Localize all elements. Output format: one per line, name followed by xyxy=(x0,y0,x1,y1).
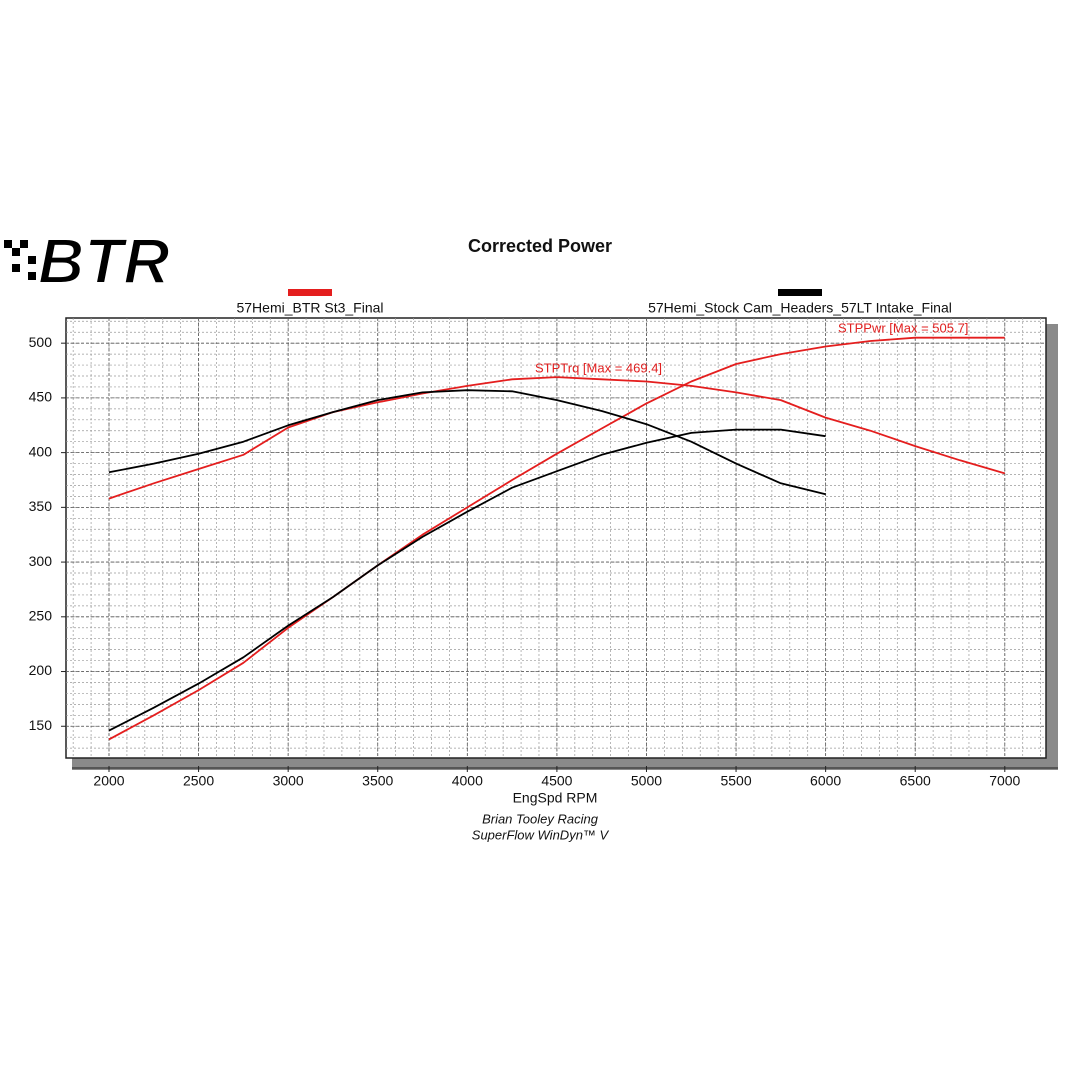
x-tick-label: 3000 xyxy=(273,773,304,789)
x-tick-label: 3500 xyxy=(362,773,393,789)
y-tick-label: 200 xyxy=(29,662,53,678)
legend-swatch xyxy=(288,289,332,296)
y-tick-label: 350 xyxy=(29,498,53,514)
legend-label: 57Hemi_BTR St3_Final xyxy=(236,300,383,316)
x-tick-label: 2500 xyxy=(183,773,214,789)
x-tick-label: 6500 xyxy=(900,773,931,789)
x-tick-label: 5500 xyxy=(720,773,751,789)
grid: 150 200 250 300 350 400 450 500 2000 2500 3000 3500… xyxy=(29,318,1058,789)
logo-check xyxy=(28,272,36,280)
footer-line: SuperFlow WinDyn™ V xyxy=(472,827,610,842)
torque-line xyxy=(108,376,1006,500)
annotation: STPPwr [Max = 505.7] xyxy=(838,320,968,335)
x-tick-label: 6000 xyxy=(810,773,841,789)
logo-check xyxy=(12,248,20,256)
x-tick-label: 5000 xyxy=(631,773,662,789)
y-tick-label: 400 xyxy=(29,443,53,459)
x-tick-label: 4000 xyxy=(452,773,483,789)
power-line xyxy=(108,336,1005,741)
chart-title: Corrected Power xyxy=(468,236,612,256)
logo-check xyxy=(12,264,20,272)
power-line xyxy=(108,428,826,732)
annotation: STPTrq [Max = 469.4] xyxy=(535,360,662,375)
torque-line xyxy=(108,389,826,496)
x-tick-label: 7000 xyxy=(989,773,1020,789)
y-tick-label: 450 xyxy=(29,389,53,405)
logo-check xyxy=(28,256,36,264)
plot-layer xyxy=(108,336,1006,741)
y-tick-label: 500 xyxy=(29,334,53,350)
logo: BTR xyxy=(4,224,171,298)
footer-line: Brian Tooley Racing xyxy=(482,811,599,826)
plot-area xyxy=(65,317,1047,759)
legend-label: 57Hemi_Stock Cam_Headers_57LT Intake_Fin… xyxy=(648,300,952,316)
x-axis-label: EngSpd RPM xyxy=(513,790,598,806)
y-tick-label: 250 xyxy=(29,608,53,624)
y-tick-label: 150 xyxy=(29,717,53,733)
logo-text: BTR xyxy=(38,225,170,297)
x-tick-label: 4500 xyxy=(541,773,572,789)
y-tick-label: 300 xyxy=(29,553,53,569)
logo-check xyxy=(4,240,12,248)
logo-check xyxy=(20,240,28,248)
legend-swatch xyxy=(778,289,822,296)
x-tick-label: 2000 xyxy=(93,773,124,789)
